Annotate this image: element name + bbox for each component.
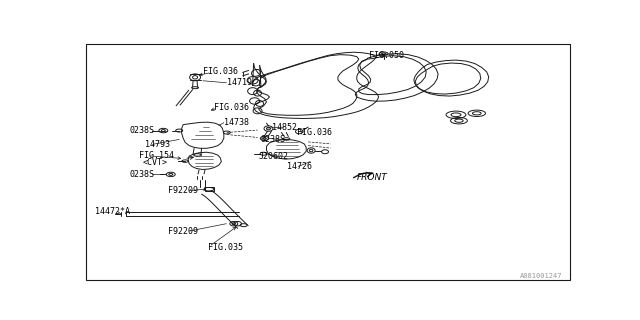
Text: 14793: 14793: [145, 140, 170, 149]
Text: FIG.050: FIG.050: [369, 51, 404, 60]
Text: A081001247: A081001247: [520, 273, 562, 279]
Text: F92209: F92209: [168, 186, 198, 195]
Text: 14738: 14738: [224, 118, 249, 127]
Text: FIG.036: FIG.036: [297, 128, 332, 137]
Text: FIG.036: FIG.036: [214, 103, 249, 112]
Text: F92209: F92209: [168, 227, 198, 236]
Text: FIG.036: FIG.036: [203, 67, 238, 76]
Text: 0238S: 0238S: [260, 135, 285, 144]
Text: J20602: J20602: [259, 152, 289, 161]
Bar: [205, 187, 214, 191]
Text: <CVT>: <CVT>: [143, 158, 168, 167]
Text: 0238S: 0238S: [129, 126, 155, 135]
Text: 0238S: 0238S: [129, 170, 155, 179]
Text: 14472*A: 14472*A: [95, 207, 130, 216]
Text: FRONT: FRONT: [356, 173, 387, 182]
Text: 14719: 14719: [227, 78, 252, 87]
Text: FIG.154: FIG.154: [138, 151, 173, 160]
Text: 14852: 14852: [273, 123, 298, 132]
Text: 14726: 14726: [287, 162, 312, 171]
Text: FIG.035: FIG.035: [208, 243, 243, 252]
